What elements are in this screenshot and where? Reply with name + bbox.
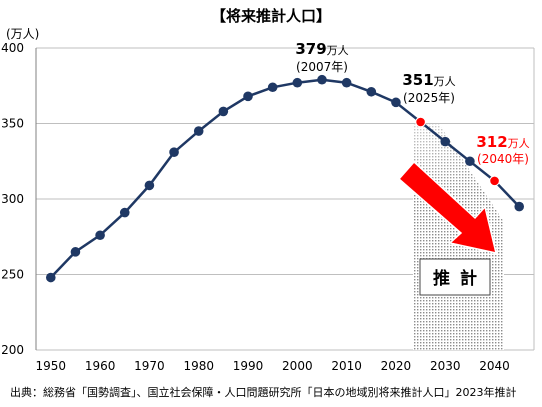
x-tick-label-1970: 1970	[134, 359, 165, 373]
annotation-2040: 312万人 (2040年)	[476, 133, 529, 166]
data-point-2010	[341, 77, 352, 88]
data-point-1980	[193, 126, 204, 136]
data-point-2035	[465, 156, 475, 167]
data-point-2025	[415, 116, 426, 128]
data-point-1960	[95, 230, 105, 241]
x-tick-label-2030: 2030	[430, 359, 461, 373]
annotation-2040-year: (2040年)	[477, 152, 529, 166]
estimate-label: 推計	[433, 268, 487, 289]
data-point-2020	[391, 97, 401, 108]
svg-text:351万人: 351万人	[402, 71, 455, 89]
trend-arrow	[397, 160, 498, 254]
data-point-1990	[243, 91, 253, 102]
data-point-1955	[70, 247, 81, 257]
annotation-2040-unit: 万人	[508, 137, 530, 150]
data-point-2040	[489, 175, 500, 187]
annotation-2007-value: 379	[295, 40, 326, 58]
x-tick-label-2020: 2020	[381, 359, 412, 373]
annotation-2007-year: (2007年)	[296, 60, 348, 74]
data-point-2000	[292, 77, 303, 88]
annotation-2040-value: 312	[476, 133, 507, 151]
y-tick-label-350: 350	[1, 117, 24, 131]
annotation-2025-value: 351	[402, 71, 433, 89]
x-tick-label-1990: 1990	[233, 359, 264, 373]
y-tick-label-300: 300	[1, 192, 24, 206]
estimate-label-box	[419, 258, 491, 296]
x-tick-label-1980: 1980	[183, 359, 214, 373]
data-point-2030	[440, 136, 451, 147]
x-tick-label-2000: 2000	[282, 359, 313, 373]
data-point-1950	[45, 272, 56, 283]
annotation-2025: 351万人 (2025年)	[402, 71, 455, 105]
source-note: 出典：総務省「国勢調査」、国立社会保障・人口問題研究所「日本の地域別将来推計人口…	[10, 385, 517, 399]
annotation-2025-unit: 万人	[434, 75, 456, 88]
y-tick-label-400: 400	[1, 41, 24, 55]
annotation-2007: 379万人 (2007年)	[295, 40, 348, 74]
population-series-line	[49, 78, 521, 279]
y-tick-label-200: 200	[1, 343, 24, 357]
svg-text:379万人: 379万人	[295, 40, 348, 58]
svg-text:312万人: 312万人	[476, 133, 529, 151]
chart-title: 【将来推計人口】	[211, 7, 331, 25]
data-point-2045	[514, 201, 525, 212]
data-point-1995	[267, 82, 278, 93]
x-tick-label-1960: 1960	[85, 359, 116, 373]
x-tick-label-2040: 2040	[479, 359, 510, 373]
data-point-1985	[218, 106, 229, 117]
x-tick-label-2010: 2010	[331, 359, 362, 373]
data-point-1970	[144, 180, 155, 191]
data-point-2015	[366, 86, 377, 97]
annotation-2007-unit: 万人	[327, 44, 349, 57]
data-point-1965	[119, 207, 130, 218]
data-point-2005	[317, 74, 327, 85]
data-point-1975	[169, 147, 179, 157]
annotation-2025-year: (2025年)	[403, 91, 455, 105]
y-axis-unit: (万人)	[6, 27, 39, 41]
x-tick-label-1950: 1950	[36, 359, 67, 373]
y-tick-label-250: 250	[1, 268, 24, 282]
